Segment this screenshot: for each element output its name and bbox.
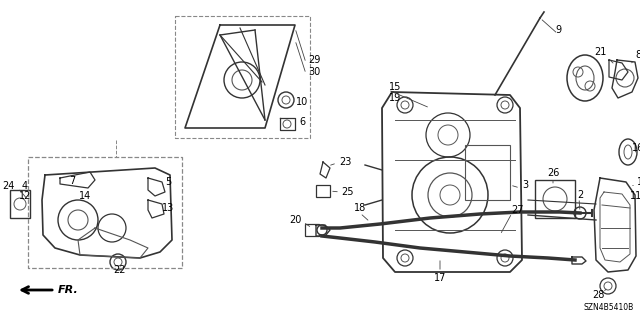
Text: 1: 1 bbox=[637, 177, 640, 187]
Circle shape bbox=[574, 207, 586, 219]
Bar bbox=[465, 145, 510, 200]
Text: 13: 13 bbox=[162, 203, 174, 213]
Text: 5: 5 bbox=[165, 177, 171, 187]
Text: 2: 2 bbox=[577, 190, 583, 200]
Circle shape bbox=[497, 250, 513, 266]
Circle shape bbox=[397, 250, 413, 266]
Bar bbox=[10, 190, 30, 218]
Text: 7: 7 bbox=[69, 176, 75, 186]
Text: 20: 20 bbox=[289, 215, 301, 225]
Bar bbox=[305, 224, 319, 236]
Text: 22: 22 bbox=[114, 265, 126, 275]
Text: 29: 29 bbox=[308, 55, 320, 65]
Circle shape bbox=[110, 254, 126, 270]
Text: 14: 14 bbox=[79, 191, 91, 201]
Circle shape bbox=[317, 225, 327, 235]
Text: 30: 30 bbox=[308, 67, 320, 77]
Text: 12: 12 bbox=[19, 191, 31, 201]
Text: 27: 27 bbox=[512, 205, 524, 215]
Circle shape bbox=[600, 278, 616, 294]
Text: 23: 23 bbox=[339, 157, 351, 167]
Text: 17: 17 bbox=[434, 273, 446, 283]
Text: 4: 4 bbox=[22, 181, 28, 191]
Text: 24: 24 bbox=[2, 181, 14, 191]
Text: 18: 18 bbox=[354, 203, 366, 213]
Text: 25: 25 bbox=[342, 187, 355, 197]
Bar bbox=[316, 185, 330, 197]
Text: 8: 8 bbox=[635, 50, 640, 60]
Text: 11: 11 bbox=[630, 191, 640, 201]
Text: 28: 28 bbox=[592, 290, 604, 300]
Text: 26: 26 bbox=[547, 168, 559, 178]
Text: 21: 21 bbox=[594, 47, 606, 57]
Text: 9: 9 bbox=[555, 25, 561, 35]
Text: 6: 6 bbox=[299, 117, 305, 127]
Text: 3: 3 bbox=[522, 180, 528, 190]
Text: 19: 19 bbox=[389, 93, 401, 103]
Bar bbox=[535, 180, 575, 218]
Text: 16: 16 bbox=[632, 143, 640, 153]
Text: SZN4B5410B: SZN4B5410B bbox=[584, 303, 634, 312]
Text: 10: 10 bbox=[296, 97, 308, 107]
Circle shape bbox=[397, 97, 413, 113]
Circle shape bbox=[497, 97, 513, 113]
Text: 15: 15 bbox=[389, 82, 401, 92]
Text: FR.: FR. bbox=[58, 285, 79, 295]
